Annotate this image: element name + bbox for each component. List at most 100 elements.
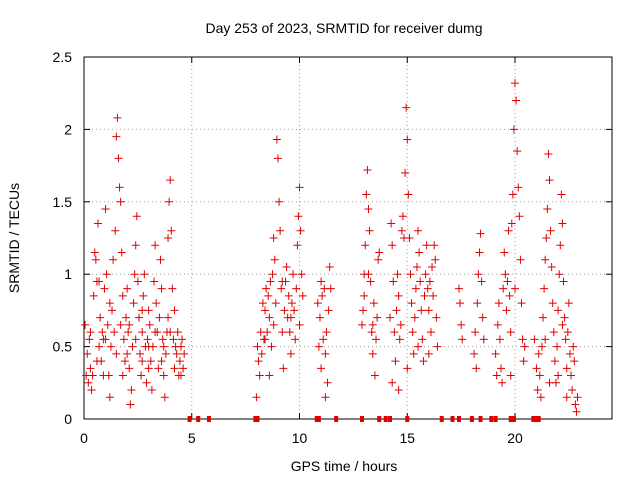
data-point [150,277,159,286]
data-point [137,371,146,380]
data-point [105,299,114,308]
data-point [131,241,140,250]
data-point [255,371,264,380]
data-point [536,416,541,422]
data-point [394,291,403,300]
data-point [161,349,170,358]
data-point [540,284,549,293]
data-point [534,416,539,422]
data-point [504,226,513,235]
x-axis-label: GPS time / hours [291,458,398,474]
data-point [432,313,441,322]
data-point [157,357,166,366]
data-point [564,299,573,308]
data-point [112,132,121,141]
data-point [562,364,571,373]
data-point [555,270,564,279]
data-point [429,291,438,300]
data-point [431,255,440,264]
data-point [410,313,419,322]
data-point [472,364,481,373]
data-point [326,284,335,293]
data-point [140,270,149,279]
data-point [506,371,515,380]
data-point [366,277,375,286]
data-point [404,190,413,199]
data-point [128,342,137,351]
y-tick-label: 2.5 [53,49,73,65]
data-point [114,154,123,163]
data-point [394,386,403,395]
y-tick-label: 0 [64,411,72,427]
data-point [499,284,508,293]
data-point [367,328,376,337]
data-point [120,357,129,366]
data-point [497,364,506,373]
data-point [360,291,369,300]
data-point [389,277,398,286]
data-point [554,306,563,315]
data-point [519,357,528,366]
data-point [111,226,120,235]
data-point [131,335,140,344]
data-point [293,241,302,250]
data-point [570,357,579,366]
data-point [322,328,331,337]
data-point [122,313,131,322]
data-point [273,154,282,163]
data-point [315,313,324,322]
data-point [439,416,444,422]
data-point [285,328,294,337]
data-point [498,378,507,387]
data-point [386,313,395,322]
data-point [154,364,163,373]
data-point [362,190,371,199]
data-point [358,320,367,329]
data-point [423,284,432,293]
data-point [571,400,580,409]
data-point [187,416,192,422]
data-point [493,416,498,422]
data-point [271,299,280,308]
data-point [471,328,480,337]
data-point [117,248,126,257]
data-point [94,219,103,228]
data-point [557,190,566,199]
data-point [369,299,378,308]
data-point [265,371,274,380]
data-point [267,342,276,351]
data-point [125,320,134,329]
data-point [297,270,306,279]
data-point [276,226,285,235]
data-point [178,335,187,344]
data-point [531,416,536,422]
data-point [95,342,104,351]
data-point [517,299,526,308]
data-point [142,378,151,387]
x-tick-label: 15 [399,430,415,446]
data-point [98,328,107,337]
data-point [424,306,433,315]
data-point [495,335,504,344]
data-point [509,125,518,134]
data-point [363,165,372,174]
data-point [129,299,138,308]
data-point [405,234,414,242]
data-point [318,291,327,300]
data-point [113,113,122,122]
chart-title: Day 253 of 2023, SRMTID for receiver dum… [205,20,482,36]
data-point [503,277,512,286]
data-point [172,349,181,358]
data-point [417,306,426,315]
data-point [253,342,262,351]
data-point [155,313,164,322]
data-point [554,371,563,380]
data-point [450,416,455,422]
data-point [374,255,383,264]
data-point [264,291,273,300]
data-point [257,349,266,358]
data-point [294,212,303,221]
data-point [474,270,483,279]
data-point [553,342,562,351]
data-point [84,378,93,387]
